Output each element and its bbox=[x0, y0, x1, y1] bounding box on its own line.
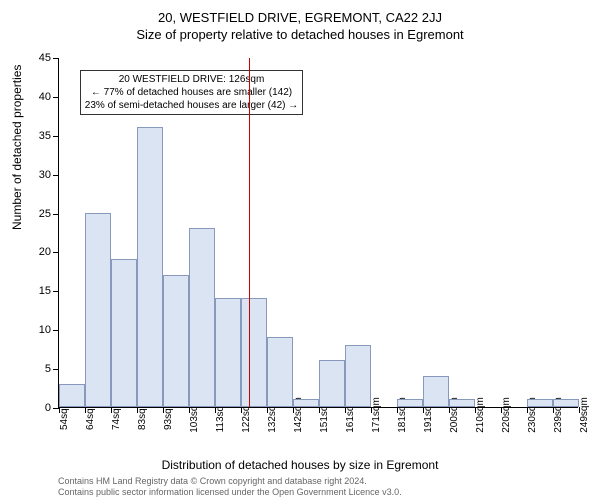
y-tick bbox=[53, 58, 59, 59]
y-tick-label: 30 bbox=[39, 169, 51, 181]
y-tick bbox=[53, 291, 59, 292]
histogram-bar bbox=[319, 360, 345, 407]
y-tick-label: 25 bbox=[39, 208, 51, 220]
annotation-line-3: 23% of semi-detached houses are larger (… bbox=[85, 99, 298, 112]
histogram-bar bbox=[267, 337, 293, 407]
annotation-line-1: 20 WESTFIELD DRIVE: 126sqm bbox=[85, 73, 298, 86]
y-tick bbox=[53, 330, 59, 331]
x-tick-label: 249sqm bbox=[579, 397, 590, 433]
histogram-bar bbox=[449, 399, 475, 407]
footer-note: Contains HM Land Registry data © Crown c… bbox=[58, 476, 402, 498]
y-tick-label: 10 bbox=[39, 324, 51, 336]
plot-inner: 20 WESTFIELD DRIVE: 126sqm ← 77% of deta… bbox=[58, 58, 578, 408]
y-tick-label: 5 bbox=[45, 363, 51, 375]
x-tick-label: 210sqm bbox=[475, 397, 486, 433]
y-tick bbox=[53, 175, 59, 176]
plot-area: 20 WESTFIELD DRIVE: 126sqm ← 77% of deta… bbox=[58, 58, 578, 408]
y-tick bbox=[53, 136, 59, 137]
histogram-bar bbox=[163, 275, 189, 407]
y-tick-label: 45 bbox=[39, 52, 51, 64]
main-title: 20, WESTFIELD DRIVE, EGREMONT, CA22 2JJ bbox=[0, 0, 600, 25]
y-axis-label: Number of detached properties bbox=[10, 65, 24, 230]
histogram-bar bbox=[215, 298, 241, 407]
x-tick-label: 171sqm bbox=[371, 397, 382, 433]
histogram-bar bbox=[293, 399, 319, 407]
histogram-bar bbox=[397, 399, 423, 407]
chart-container: 20, WESTFIELD DRIVE, EGREMONT, CA22 2JJ … bbox=[0, 0, 600, 500]
x-tick-label: 220sqm bbox=[501, 397, 512, 433]
histogram-bar bbox=[137, 127, 163, 407]
histogram-bar bbox=[423, 376, 449, 407]
y-tick-label: 20 bbox=[39, 246, 51, 258]
y-tick-label: 15 bbox=[39, 285, 51, 297]
histogram-bar bbox=[189, 228, 215, 407]
footer-line-2: Contains public sector information licen… bbox=[58, 487, 402, 498]
annotation-box: 20 WESTFIELD DRIVE: 126sqm ← 77% of deta… bbox=[80, 70, 303, 115]
y-tick bbox=[53, 252, 59, 253]
footer-line-1: Contains HM Land Registry data © Crown c… bbox=[58, 476, 402, 487]
annotation-line-2: ← 77% of detached houses are smaller (14… bbox=[85, 86, 298, 99]
marker-line bbox=[249, 58, 250, 407]
histogram-bar bbox=[345, 345, 371, 407]
histogram-bar bbox=[111, 259, 137, 407]
x-axis-label: Distribution of detached houses by size … bbox=[0, 458, 600, 472]
histogram-bar bbox=[241, 298, 267, 407]
y-tick-label: 35 bbox=[39, 130, 51, 142]
y-tick-label: 0 bbox=[45, 402, 51, 414]
histogram-bar bbox=[527, 399, 553, 407]
y-tick bbox=[53, 369, 59, 370]
y-tick bbox=[53, 214, 59, 215]
histogram-bar bbox=[59, 384, 85, 407]
histogram-bar bbox=[85, 213, 111, 407]
histogram-bar bbox=[553, 399, 579, 407]
y-tick-label: 40 bbox=[39, 91, 51, 103]
y-tick bbox=[53, 97, 59, 98]
sub-title: Size of property relative to detached ho… bbox=[0, 25, 600, 46]
